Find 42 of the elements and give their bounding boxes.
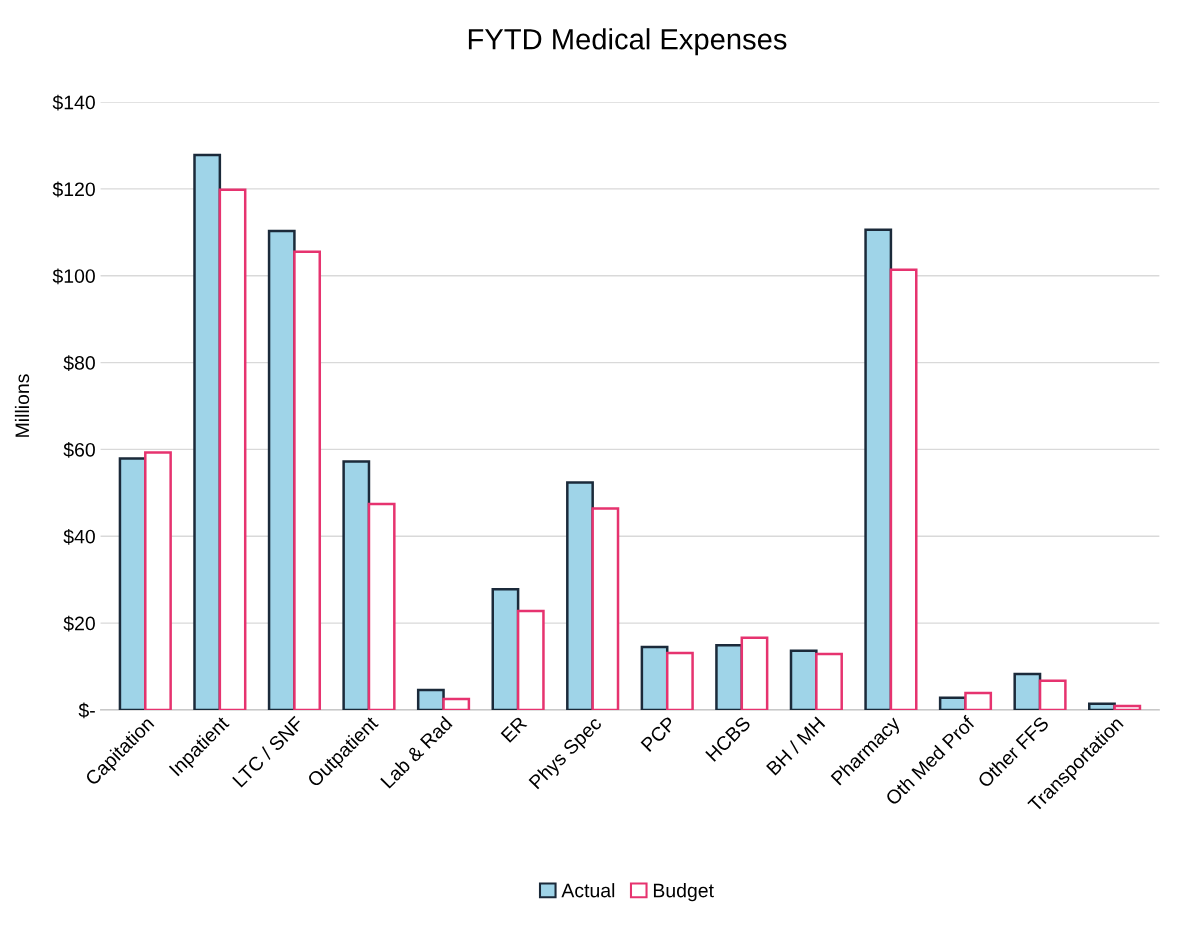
y-tick-label: $100 bbox=[52, 268, 95, 285]
bar bbox=[640, 645, 669, 710]
bar bbox=[267, 229, 296, 710]
bar bbox=[118, 457, 147, 710]
bar bbox=[442, 697, 471, 710]
chart-title: FYTD Medical Expenses bbox=[468, 28, 787, 56]
bar bbox=[740, 636, 769, 710]
y-tick-label: $140 bbox=[52, 94, 95, 111]
y-tick-label: $40 bbox=[63, 528, 95, 545]
legend-label: Actual bbox=[561, 883, 615, 898]
bar bbox=[144, 451, 172, 710]
bar bbox=[1013, 672, 1042, 710]
x-tick-label: Lab & Rad bbox=[379, 715, 453, 789]
bar bbox=[193, 153, 222, 710]
x-tick-label: ER bbox=[500, 715, 528, 743]
y-tick-label: $80 bbox=[63, 355, 95, 371]
bar bbox=[964, 691, 993, 710]
bar bbox=[566, 481, 594, 710]
bar bbox=[293, 250, 322, 710]
bar bbox=[491, 587, 520, 710]
legend-label: Budget bbox=[653, 883, 714, 902]
x-tick-label: BH / MH bbox=[765, 715, 826, 776]
y-tick-label: $20 bbox=[63, 615, 95, 632]
bar bbox=[516, 609, 545, 710]
bar bbox=[591, 507, 620, 710]
bar bbox=[864, 228, 893, 710]
bar bbox=[218, 188, 247, 710]
bar bbox=[1113, 704, 1142, 710]
y-tick-label: $60 bbox=[63, 442, 95, 458]
bar bbox=[416, 688, 445, 710]
y-tick-label: $120 bbox=[52, 181, 95, 198]
bar bbox=[715, 643, 744, 710]
bar bbox=[342, 460, 371, 710]
y-tick-label: $- bbox=[78, 702, 95, 719]
bar bbox=[815, 652, 843, 710]
bar bbox=[789, 649, 818, 710]
bar bbox=[889, 268, 918, 710]
bar bbox=[665, 651, 694, 710]
bar bbox=[367, 502, 396, 710]
bar bbox=[1038, 679, 1067, 710]
y-axis-title: Millions bbox=[14, 374, 30, 437]
bar bbox=[1088, 702, 1116, 710]
